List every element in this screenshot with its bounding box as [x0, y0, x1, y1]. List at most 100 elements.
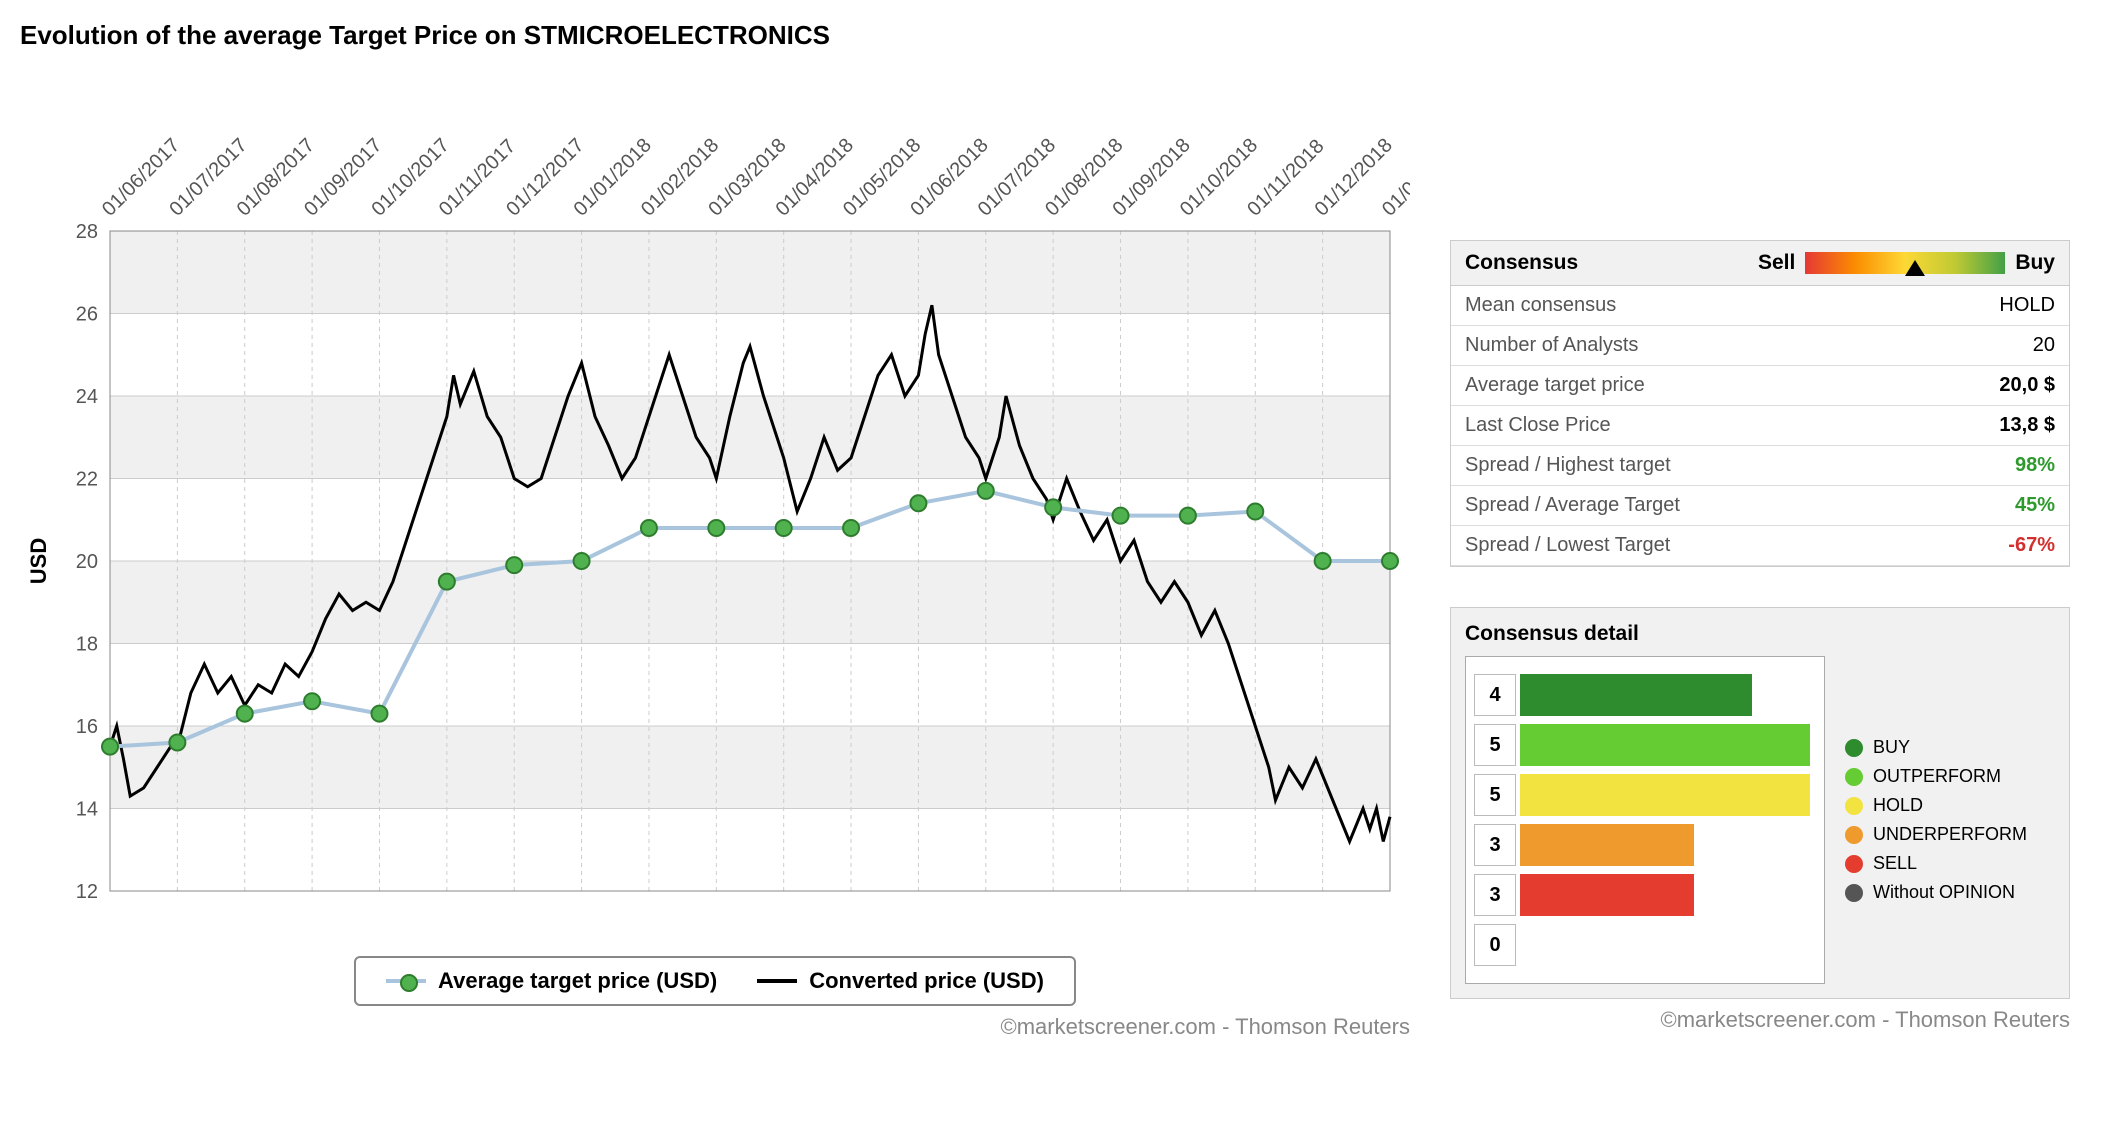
detail-legend-label: HOLD [1873, 795, 1923, 816]
svg-text:28: 28 [76, 221, 98, 243]
legend-dot-icon [1845, 884, 1863, 902]
y-axis-label: USD [26, 538, 51, 584]
consensus-row: Spread / Highest target98% [1451, 446, 2069, 486]
buy-label: Buy [2015, 251, 2055, 275]
detail-legend-label: UNDERPERFORM [1873, 824, 2027, 845]
detail-bar-fill [1520, 824, 1694, 866]
detail-bar-count: 3 [1474, 874, 1516, 916]
dashboard: Evolution of the average Target Price on… [20, 20, 2094, 1040]
avg-target-marker [708, 520, 724, 536]
svg-text:16: 16 [76, 716, 98, 738]
consensus-row-value: HOLD [1911, 286, 2069, 326]
detail-legend-item: UNDERPERFORM [1845, 824, 2027, 845]
svg-text:22: 22 [76, 469, 98, 491]
avg-target-marker [641, 520, 657, 536]
detail-bar-count: 5 [1474, 774, 1516, 816]
avg-target-marker [1247, 504, 1263, 520]
detail-bar-row: 4 [1474, 673, 1816, 717]
avg-target-marker [1113, 508, 1129, 524]
consensus-row: Last Close Price13,8 $ [1451, 406, 2069, 446]
consensus-row-value: 20,0 $ [1911, 366, 2069, 406]
detail-legend-label: SELL [1873, 853, 1917, 874]
avg-target-marker [776, 520, 792, 536]
chart-title: Evolution of the average Target Price on… [20, 20, 1410, 51]
side-panel: Consensus Sell Buy Mean consensusHOLDNum… [1450, 20, 2070, 1040]
consensus-row: Mean consensusHOLD [1451, 286, 2069, 326]
sell-label: Sell [1758, 251, 1795, 275]
avg-target-marker [439, 574, 455, 590]
avg-target-marker [102, 739, 118, 755]
avg-target-marker [1315, 553, 1331, 569]
detail-bar-row: 0 [1474, 923, 1816, 967]
chart-attribution: ©marketscreener.com - Thomson Reuters [20, 1014, 1410, 1040]
avg-target-marker [169, 735, 185, 751]
consensus-row-value: 20 [1911, 326, 2069, 366]
detail-bar-fill [1520, 674, 1752, 716]
consensus-row-label: Average target price [1451, 366, 1911, 406]
avg-target-marker [237, 706, 253, 722]
consensus-row-value: -67% [1911, 526, 2069, 566]
consensus-row-label: Spread / Average Target [1451, 486, 1911, 526]
consensus-row-label: Mean consensus [1451, 286, 1911, 326]
detail-bar-row: 3 [1474, 823, 1816, 867]
avg-target-marker [506, 557, 522, 573]
svg-text:26: 26 [76, 304, 98, 326]
detail-legend-item: OUTPERFORM [1845, 766, 2027, 787]
legend-dot-icon [1845, 855, 1863, 873]
consensus-row-label: Spread / Lowest Target [1451, 526, 1911, 566]
detail-bar-row: 5 [1474, 773, 1816, 817]
detail-legend-item: HOLD [1845, 795, 2027, 816]
svg-text:18: 18 [76, 634, 98, 656]
detail-bar-row: 5 [1474, 723, 1816, 767]
svg-text:24: 24 [76, 386, 98, 408]
consensus-row: Number of Analysts20 [1451, 326, 2069, 366]
avg-target-marker [910, 495, 926, 511]
consensus-table: Mean consensusHOLDNumber of Analysts20Av… [1451, 286, 2069, 566]
consensus-summary: Consensus Sell Buy Mean consensusHOLDNum… [1450, 240, 2070, 567]
detail-bar-count: 3 [1474, 824, 1516, 866]
avg-target-marker [371, 706, 387, 722]
legend-dot-icon [1845, 826, 1863, 844]
consensus-row: Spread / Average Target45% [1451, 486, 2069, 526]
consensus-header: Consensus Sell Buy [1451, 241, 2069, 286]
legend-marker-converted [757, 979, 797, 983]
detail-bar-count: 0 [1474, 924, 1516, 966]
consensus-detail-legend: BUYOUTPERFORMHOLDUNDERPERFORMSELLWithout… [1845, 656, 2027, 984]
consensus-row-value: 45% [1911, 486, 2069, 526]
detail-bar-count: 4 [1474, 674, 1516, 716]
avg-target-marker [978, 483, 994, 499]
detail-bar-fill [1520, 724, 1810, 766]
detail-bar-fill [1520, 874, 1694, 916]
detail-legend-item: Without OPINION [1845, 882, 2027, 903]
detail-legend-item: SELL [1845, 853, 2027, 874]
detail-legend-label: OUTPERFORM [1873, 766, 2001, 787]
consensus-row-label: Spread / Highest target [1451, 446, 1911, 486]
avg-target-marker [1045, 499, 1061, 515]
consensus-row-value: 13,8 $ [1911, 406, 2069, 446]
legend-dot-icon [1845, 768, 1863, 786]
legend-marker-avg [386, 979, 426, 983]
avg-target-marker [1382, 553, 1398, 569]
legend-dot-icon [1845, 797, 1863, 815]
consensus-row: Average target price20,0 $ [1451, 366, 2069, 406]
consensus-row-label: Last Close Price [1451, 406, 1911, 446]
avg-target-marker [304, 693, 320, 709]
svg-text:20: 20 [76, 551, 98, 573]
consensus-row-label: Number of Analysts [1451, 326, 1911, 366]
consensus-pointer-icon [1905, 260, 1925, 276]
detail-legend-label: Without OPINION [1873, 882, 2015, 903]
consensus-detail-title: Consensus detail [1465, 622, 2055, 646]
avg-target-marker [843, 520, 859, 536]
chart-panel: Evolution of the average Target Price on… [20, 20, 1410, 1040]
detail-bar-row: 3 [1474, 873, 1816, 917]
consensus-row-value: 98% [1911, 446, 2069, 486]
detail-bar-fill [1520, 774, 1810, 816]
consensus-detail-bars: 4 5 5 3 3 0 [1465, 656, 1825, 984]
consensus-gradient [1805, 252, 2005, 274]
consensus-detail: Consensus detail 455330 BUYOUTPERFORMHOL… [1450, 607, 2070, 999]
target-price-chart: 12141618202224262801/06/201701/07/201701… [20, 61, 1410, 1011]
avg-target-marker [574, 553, 590, 569]
consensus-row: Spread / Lowest Target-67% [1451, 526, 2069, 566]
consensus-label: Consensus [1465, 251, 1578, 275]
svg-text:14: 14 [76, 799, 98, 821]
